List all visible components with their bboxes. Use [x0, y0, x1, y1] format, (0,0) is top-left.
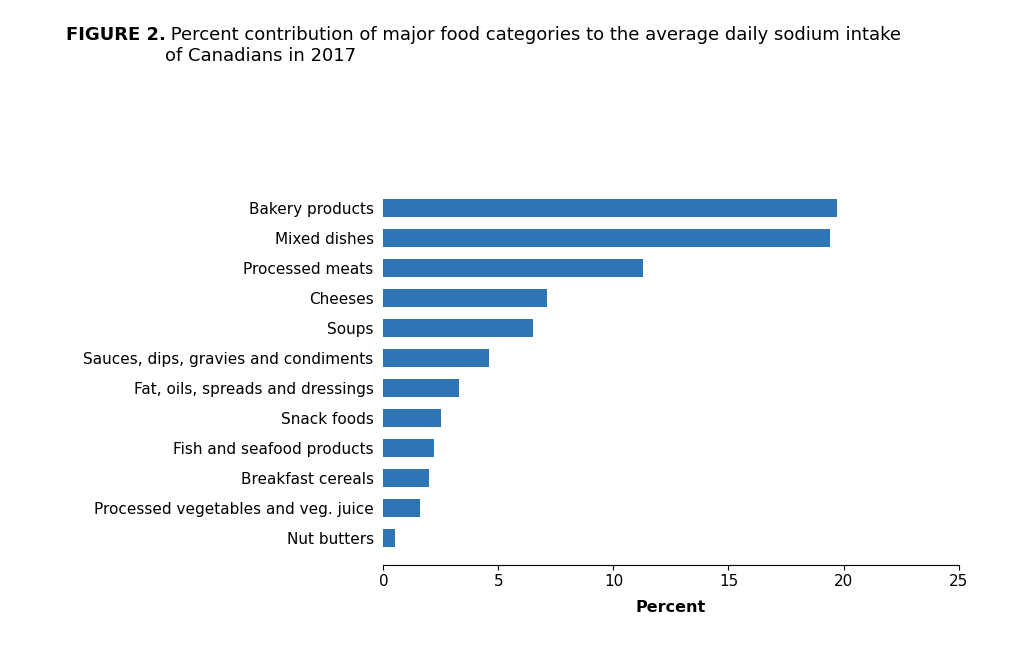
Bar [383, 439, 434, 457]
Bar [383, 349, 489, 367]
Bar [383, 469, 430, 487]
Bar [383, 529, 395, 547]
Bar [383, 319, 533, 337]
Bar [383, 289, 547, 307]
Bar [383, 229, 829, 247]
Bar [383, 199, 836, 217]
Text: FIGURE 2.: FIGURE 2. [66, 26, 165, 44]
Bar [383, 409, 441, 427]
Bar [383, 499, 420, 517]
X-axis label: Percent: Percent [636, 600, 706, 615]
Bar [383, 379, 459, 397]
Text: Percent contribution of major food categories to the average daily sodium intake: Percent contribution of major food categ… [165, 26, 901, 65]
Bar [383, 259, 644, 277]
